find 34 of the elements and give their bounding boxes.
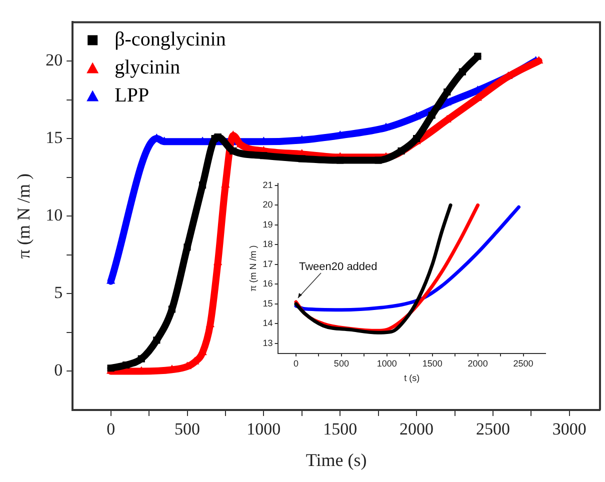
y-tick-label: 16	[262, 278, 273, 289]
x-tick-label: 2000	[400, 420, 434, 439]
x-tick-label: 500	[174, 420, 200, 439]
x-tick-label: 1000	[246, 420, 281, 439]
x-tick-label: 2500	[476, 420, 510, 439]
y-tick-label: 18	[262, 239, 273, 250]
y-axis-title: π (m N /m )	[248, 245, 258, 292]
y-tick-label: 20	[46, 50, 63, 70]
legend-label: LPP	[114, 84, 150, 106]
x-tick-label: 0	[293, 358, 298, 368]
x-axis-title: t (s)	[404, 373, 420, 384]
x-tick-label: 500	[334, 358, 349, 368]
y-tick-label: 20	[262, 200, 273, 210]
y-tick-label: 14	[262, 318, 273, 328]
annotation: Tween20 added	[298, 261, 378, 274]
y-tick-label: 17	[262, 258, 273, 269]
legend-label: β-conglycinin	[114, 28, 226, 50]
legend-label: glycinin	[114, 56, 180, 78]
x-tick-label: 3000	[552, 420, 586, 439]
y-tick-label: 21	[262, 180, 273, 190]
x-tick-label: 0	[106, 420, 116, 439]
x-tick-label: 1500	[422, 358, 442, 368]
x-tick-label: 2000	[468, 358, 488, 368]
x-tick-label: 1500	[323, 420, 358, 439]
x-tick-label: 2500	[513, 358, 534, 368]
y-tick-label: 19	[262, 219, 273, 230]
y-tick-label: 5	[54, 283, 63, 302]
x-axis-title: Time (s)	[306, 450, 367, 470]
y-tick-label: 13	[262, 338, 273, 348]
y-tick-label: 10	[46, 206, 63, 225]
y-tick-label: 15	[262, 298, 273, 308]
y-tick-label: 15	[46, 128, 63, 148]
x-tick-label: 1000	[376, 358, 397, 368]
y-axis-title: π (m N /m )	[14, 174, 34, 259]
